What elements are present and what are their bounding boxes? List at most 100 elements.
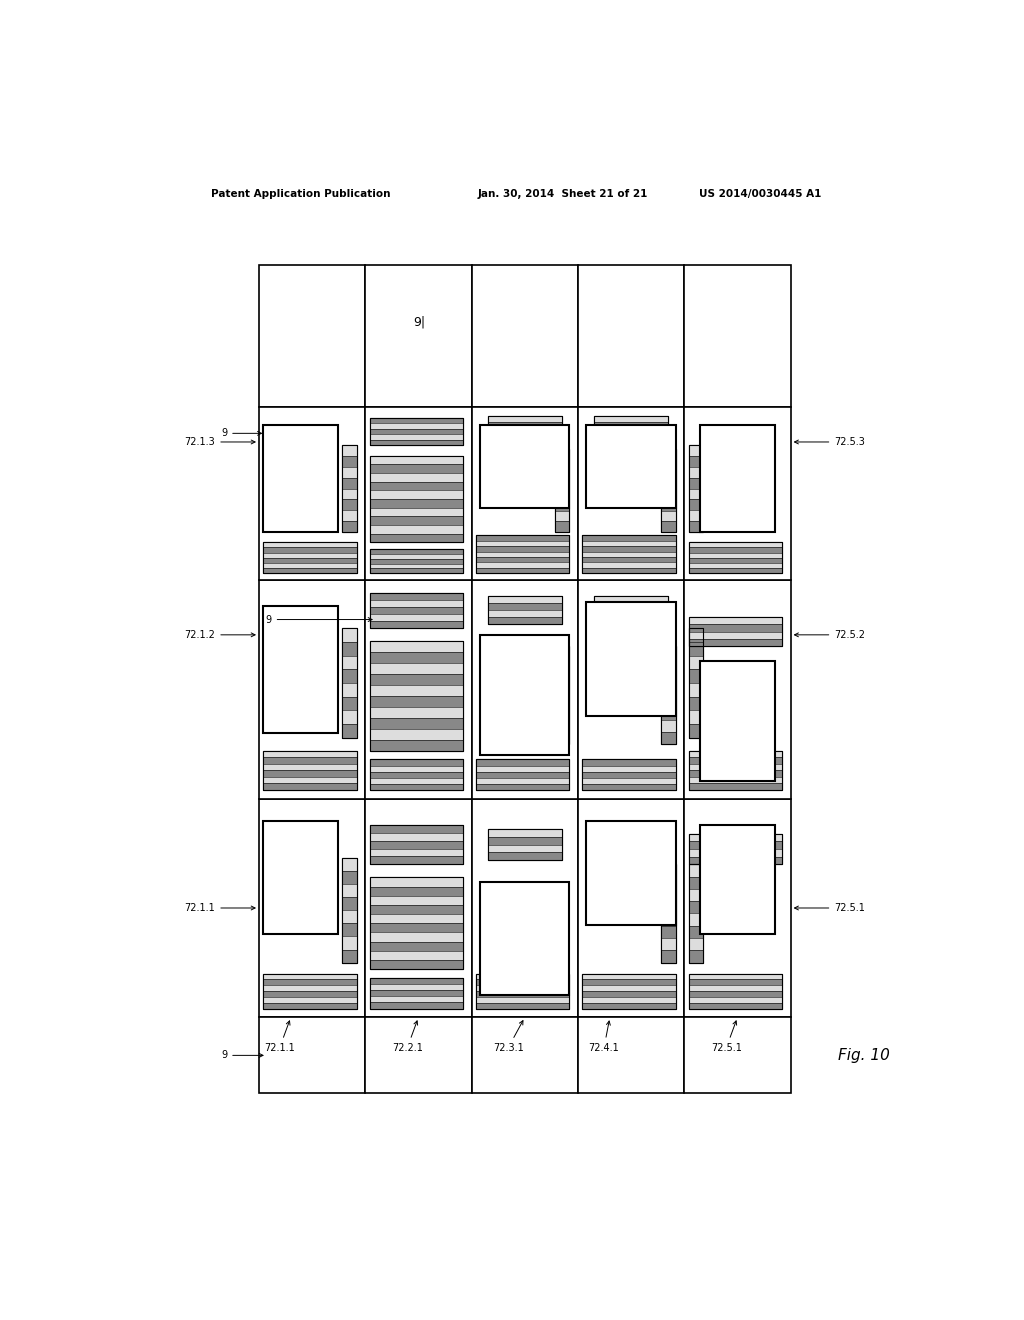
Text: Jan. 30, 2014  Sheet 21 of 21: Jan. 30, 2014 Sheet 21 of 21 bbox=[477, 189, 647, 199]
Bar bbox=[370, 614, 463, 622]
Bar bbox=[660, 459, 676, 470]
Bar bbox=[370, 434, 463, 440]
Bar bbox=[688, 834, 782, 841]
Bar bbox=[688, 710, 703, 723]
Bar bbox=[263, 606, 338, 733]
Bar bbox=[660, 449, 676, 532]
Bar bbox=[688, 521, 703, 532]
Bar bbox=[555, 480, 569, 490]
Bar bbox=[688, 913, 703, 925]
Bar bbox=[583, 557, 676, 562]
Bar bbox=[688, 865, 703, 962]
Bar bbox=[583, 552, 676, 557]
Bar bbox=[263, 568, 356, 573]
Bar bbox=[370, 429, 463, 434]
Bar bbox=[263, 974, 356, 1008]
Bar bbox=[370, 622, 463, 628]
Bar bbox=[370, 675, 463, 685]
Bar bbox=[370, 784, 463, 789]
Bar bbox=[555, 719, 569, 731]
Bar bbox=[370, 490, 463, 499]
Bar bbox=[370, 499, 463, 508]
Bar bbox=[487, 421, 562, 428]
Bar bbox=[476, 766, 569, 772]
Bar bbox=[583, 759, 676, 766]
Bar bbox=[263, 758, 356, 764]
Text: 72.5.1: 72.5.1 bbox=[795, 903, 865, 913]
Bar bbox=[688, 777, 782, 784]
Bar bbox=[472, 265, 578, 408]
Bar bbox=[583, 1003, 676, 1008]
Bar bbox=[688, 642, 703, 656]
Bar bbox=[370, 642, 463, 751]
Bar bbox=[583, 985, 676, 991]
Bar bbox=[583, 991, 676, 997]
Bar bbox=[370, 997, 463, 1002]
Bar bbox=[555, 671, 569, 682]
Text: Patent Application Publication: Patent Application Publication bbox=[211, 189, 391, 199]
Bar bbox=[487, 829, 562, 859]
Bar bbox=[263, 558, 356, 562]
Bar bbox=[688, 478, 703, 488]
Bar bbox=[476, 1003, 569, 1008]
Bar bbox=[660, 659, 676, 671]
Bar bbox=[476, 759, 569, 789]
Bar bbox=[370, 424, 463, 429]
Bar bbox=[342, 949, 356, 962]
Bar bbox=[263, 985, 356, 991]
Bar bbox=[476, 536, 569, 573]
Bar bbox=[688, 682, 703, 697]
Bar bbox=[660, 913, 676, 925]
Bar bbox=[555, 645, 569, 744]
Bar bbox=[660, 925, 676, 939]
Bar bbox=[688, 628, 703, 642]
Bar bbox=[684, 799, 791, 1018]
Bar bbox=[476, 541, 569, 546]
Bar bbox=[342, 884, 356, 898]
Bar bbox=[263, 751, 356, 789]
Bar bbox=[342, 642, 356, 656]
Bar bbox=[583, 541, 676, 546]
Bar bbox=[476, 546, 569, 552]
Bar bbox=[583, 562, 676, 568]
Bar bbox=[370, 455, 463, 543]
Bar bbox=[688, 771, 782, 777]
Bar bbox=[342, 488, 356, 499]
Text: 72.3.1: 72.3.1 bbox=[493, 1020, 523, 1052]
Bar bbox=[370, 923, 463, 932]
Bar bbox=[487, 416, 562, 438]
Bar bbox=[342, 923, 356, 936]
Bar bbox=[587, 425, 676, 508]
Bar bbox=[594, 595, 669, 624]
Bar bbox=[688, 568, 782, 573]
Bar bbox=[688, 639, 782, 645]
Bar bbox=[555, 682, 569, 694]
Bar bbox=[370, 878, 463, 887]
Bar bbox=[476, 562, 569, 568]
Text: 9: 9 bbox=[221, 1051, 263, 1060]
Bar bbox=[476, 974, 569, 1008]
Bar bbox=[370, 825, 463, 865]
Bar bbox=[587, 821, 676, 925]
Bar bbox=[476, 997, 569, 1003]
Bar bbox=[688, 543, 782, 573]
Bar bbox=[370, 601, 463, 607]
Bar bbox=[487, 603, 562, 610]
Bar bbox=[583, 974, 676, 979]
Bar bbox=[555, 694, 569, 708]
Bar bbox=[366, 799, 472, 1018]
Bar bbox=[342, 445, 356, 532]
Bar bbox=[370, 473, 463, 482]
Bar bbox=[370, 564, 463, 569]
Bar bbox=[263, 562, 356, 568]
Bar bbox=[660, 694, 676, 708]
Bar bbox=[555, 511, 569, 521]
Bar bbox=[366, 408, 472, 581]
Bar bbox=[688, 543, 782, 573]
Bar bbox=[342, 858, 356, 962]
Bar bbox=[263, 764, 356, 771]
Bar bbox=[370, 642, 463, 751]
Text: 72.2.1: 72.2.1 bbox=[392, 1020, 423, 1052]
Bar bbox=[476, 759, 569, 789]
Bar bbox=[688, 985, 782, 991]
